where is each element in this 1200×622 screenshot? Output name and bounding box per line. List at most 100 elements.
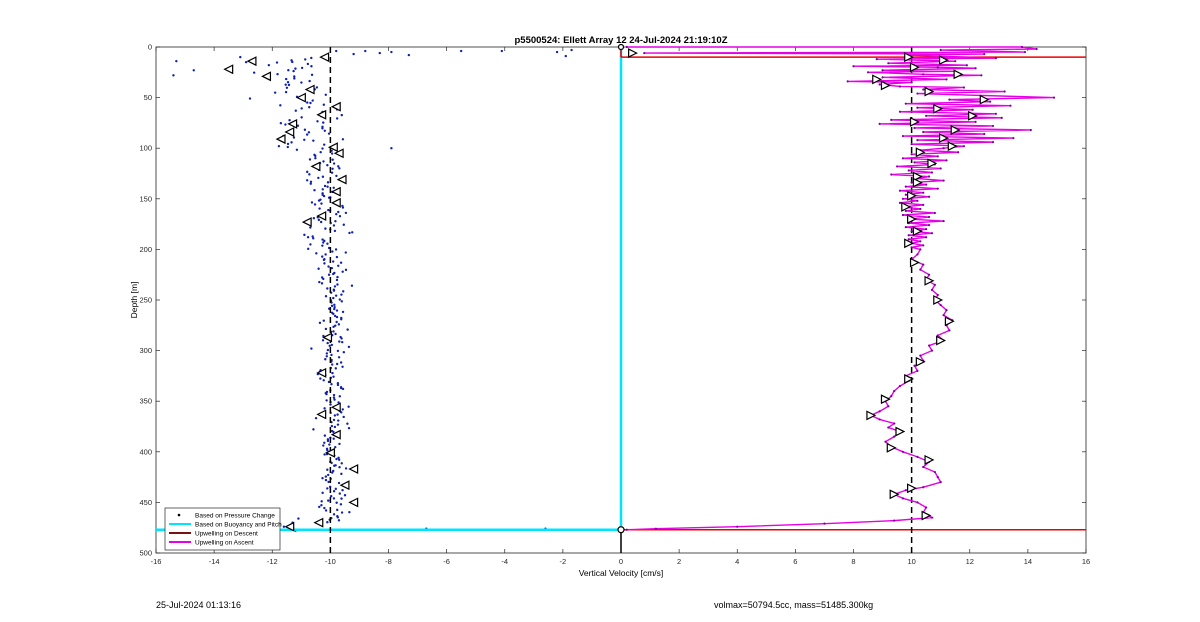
descent-point xyxy=(336,381,340,385)
x-tick-label: -16 xyxy=(151,557,162,566)
descent-point xyxy=(333,285,337,288)
descent-point xyxy=(310,73,314,77)
descent-point xyxy=(335,501,338,504)
descent-point xyxy=(294,109,297,112)
descent-point xyxy=(172,74,175,77)
descent-point xyxy=(326,164,329,167)
descent-point xyxy=(342,290,345,293)
ascent-marker xyxy=(880,80,891,91)
ascent-point xyxy=(1012,136,1015,140)
descent-point xyxy=(332,513,336,516)
descent-point xyxy=(337,210,340,214)
ascent-point xyxy=(907,238,910,241)
x-tick-label: -10 xyxy=(325,557,336,566)
legend-label: Upwelling on Descent xyxy=(195,531,258,538)
descent-point xyxy=(320,500,323,503)
ascent-point xyxy=(736,525,739,528)
descent-point xyxy=(322,121,325,124)
descent-point xyxy=(315,86,319,89)
descent-point xyxy=(332,375,335,378)
ascent-point xyxy=(922,191,925,194)
descent-point xyxy=(326,348,330,352)
descent-point xyxy=(335,117,339,120)
descent-point xyxy=(294,67,297,70)
descent-marker xyxy=(223,64,234,75)
y-tick-label: 150 xyxy=(139,194,152,203)
descent-point xyxy=(322,194,326,198)
descent-point xyxy=(308,158,312,161)
ascent-point xyxy=(927,224,931,227)
descent-point xyxy=(323,506,326,510)
x-tick-label: 8 xyxy=(851,557,855,566)
ascent-profile-line xyxy=(626,46,1055,531)
descent-point xyxy=(332,437,335,440)
ascent-point xyxy=(933,211,936,215)
descent-point xyxy=(343,494,347,497)
descent-point xyxy=(335,362,339,366)
ascent-point xyxy=(654,527,657,530)
plot-area: -16 -14 -12 -10 -8 -6 -4 -2 0 2 4 6 8 10 12 14 16 0 50 100 1… xyxy=(139,43,1090,567)
descent-point xyxy=(351,231,354,234)
ascent-marker xyxy=(924,275,935,286)
ascent-marker xyxy=(907,483,917,494)
ascent-marker xyxy=(950,125,961,135)
descent-point xyxy=(350,284,354,287)
descent-point xyxy=(314,156,317,160)
descent-point xyxy=(338,298,341,301)
ascent-point xyxy=(910,81,913,84)
descent-point xyxy=(341,340,344,344)
descent-point xyxy=(326,185,329,188)
descent-marker xyxy=(327,142,338,153)
descent-marker xyxy=(348,464,359,474)
descent-point xyxy=(340,337,343,340)
descent-point xyxy=(323,143,326,146)
descent-point xyxy=(312,428,315,431)
descent-point xyxy=(192,69,195,72)
descent-point xyxy=(322,241,325,244)
descent-point xyxy=(331,260,335,263)
y-tick-label: 350 xyxy=(139,397,152,406)
ascent-marker xyxy=(872,74,883,85)
descent-point xyxy=(326,439,330,443)
descent-point xyxy=(306,101,309,104)
descent-point xyxy=(309,182,312,185)
ascent-point xyxy=(901,157,905,160)
legend: Based on Pressure Change Based on Buoyanc… xyxy=(164,507,282,551)
descent-point xyxy=(330,424,334,428)
descent-point xyxy=(293,77,296,80)
descent-point xyxy=(324,253,327,256)
ascent-point xyxy=(930,349,934,352)
y-tick-label: 0 xyxy=(148,43,152,52)
ascent-point xyxy=(881,69,884,72)
descent-scatter-series xyxy=(172,48,573,532)
ascent-point xyxy=(901,197,905,200)
descent-point xyxy=(292,136,296,139)
descent-point xyxy=(326,448,329,452)
ascent-point xyxy=(954,60,957,63)
ascent-point xyxy=(901,134,905,138)
descent-point xyxy=(336,423,340,426)
descent-point xyxy=(334,220,337,223)
descent-point xyxy=(322,160,325,163)
descent-point xyxy=(312,217,316,220)
descent-point xyxy=(333,306,336,309)
y-tick-label: 200 xyxy=(139,245,152,254)
descent-point xyxy=(321,147,324,150)
descent-point xyxy=(324,295,328,298)
descent-point xyxy=(322,319,325,322)
ascent-point xyxy=(925,114,928,117)
descent-marker xyxy=(339,480,350,491)
descent-point xyxy=(324,509,328,512)
descent-point xyxy=(335,309,339,312)
descent-point xyxy=(333,398,336,401)
descent-point xyxy=(326,487,329,490)
ascent-point xyxy=(939,167,942,170)
descent-point xyxy=(339,261,343,264)
x-tick-label: 10 xyxy=(907,557,915,566)
descent-point xyxy=(330,152,334,155)
descent-marker xyxy=(287,118,298,129)
ascent-marker xyxy=(886,442,897,453)
descent-marker xyxy=(330,402,341,413)
descent-point xyxy=(334,248,338,251)
